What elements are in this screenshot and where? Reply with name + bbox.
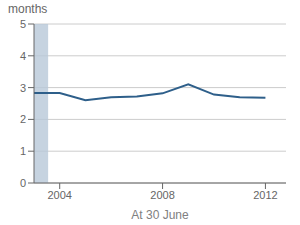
svg-text:1: 1	[20, 145, 26, 157]
html-text:months: months	[8, 2, 48, 16]
svg-text:3: 3	[20, 82, 26, 94]
svg-text:2008: 2008	[150, 189, 174, 201]
svg-text:5: 5	[20, 18, 26, 30]
svg-text:4: 4	[20, 50, 26, 62]
svg-text:2004: 2004	[47, 189, 71, 201]
svg-text:2012: 2012	[253, 189, 277, 201]
svg-text:0: 0	[20, 177, 26, 189]
svg-text:At 30 June: At 30 June	[131, 208, 189, 222]
svg-text:2: 2	[20, 113, 26, 125]
